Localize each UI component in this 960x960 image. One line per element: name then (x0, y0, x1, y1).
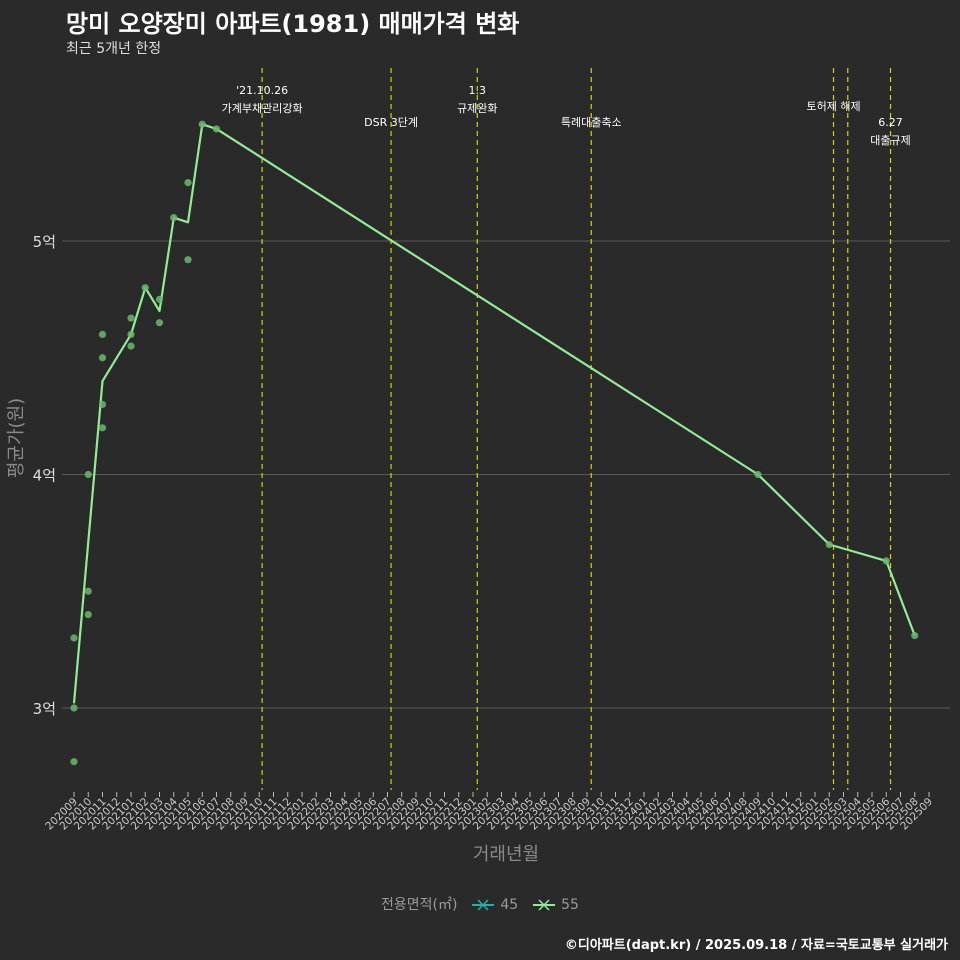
y-axis-title: 평균가(원) (6, 398, 27, 478)
legend-item-55: 55 (531, 897, 579, 913)
data-point (84, 470, 92, 479)
data-point (198, 120, 206, 128)
data-point (98, 424, 107, 432)
legend: 전용면적(㎡) 45 55 (0, 894, 960, 914)
event-annotation: 규제완화 (457, 102, 497, 115)
data-point (98, 400, 107, 409)
data-point (170, 214, 178, 222)
legend-key-55-icon (532, 899, 555, 911)
data-point (141, 284, 149, 292)
data-point (882, 557, 890, 565)
data-point (70, 704, 78, 712)
event-annotation: 6.27 (878, 116, 903, 129)
data-point (84, 611, 92, 619)
data-point (184, 256, 192, 264)
chart-title: 망미 오양장미 아파트(1981) 매매가격 변화 (66, 10, 520, 38)
legend-title: 전용면적(㎡) (381, 897, 458, 913)
legend-label-45: 45 (500, 897, 519, 913)
legend-key-45-icon (471, 899, 494, 911)
legend-item-45: 45 (470, 897, 518, 913)
event-annotation: 특례대출축소 (561, 116, 622, 129)
data-point (98, 354, 107, 362)
data-point (70, 758, 78, 766)
event-annotation: 대출규제 (870, 134, 910, 147)
data-point (127, 330, 135, 338)
data-point (127, 342, 135, 350)
event-annotation: DSR 3단계 (364, 116, 418, 129)
data-point (212, 125, 221, 133)
y-tick-label: 3억 (33, 700, 56, 718)
event-annotation: 가계부채관리강화 (222, 102, 303, 115)
x-axis-title: 거래년월 (473, 844, 539, 865)
series-line-55 (72, 123, 916, 704)
data-point (155, 295, 164, 303)
data-point (84, 587, 92, 595)
data-point (754, 470, 762, 479)
data-point (127, 314, 135, 322)
data-point (155, 319, 164, 327)
data-point (911, 632, 919, 640)
legend-label-55: 55 (561, 897, 579, 913)
chart-subtitle: 최근 5개년 한정 (66, 41, 162, 57)
data-point (98, 330, 107, 338)
source-caption: ©디아파트(dapt.kr) / 2025.09.18 / 자료=국토교통부 실… (564, 938, 948, 953)
data-point (70, 634, 78, 642)
data-point (184, 179, 192, 187)
event-annotation: 토허제 해제 (806, 99, 860, 113)
event-annotation: 1.3 (469, 84, 487, 97)
event-annotation: '21.10.26 (236, 84, 288, 97)
y-tick-label: 4억 (33, 467, 56, 485)
y-tick-label: 5억 (33, 233, 56, 251)
data-point (825, 540, 833, 549)
